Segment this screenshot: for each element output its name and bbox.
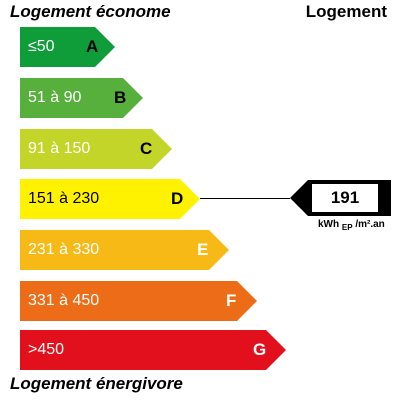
bar-range-label: 151 à 230 (28, 190, 100, 207)
bar-shape (20, 27, 115, 67)
bar-arrow-shape (20, 281, 257, 321)
bar-arrow-shape (20, 27, 115, 67)
bar-arrow-shape (20, 230, 229, 270)
bar-shape (20, 230, 229, 270)
energy-class-bar-f: 331 à 450 F (20, 281, 257, 321)
current-value: 191 (330, 188, 360, 207)
bar-letter: F (226, 291, 237, 310)
bar-letter: A (86, 37, 99, 56)
energy-class-bar-d: 151 à 230 D (20, 179, 200, 219)
bar-range-label: >450 (28, 341, 65, 358)
value-arrow-shape (290, 180, 391, 216)
footer-energy-intensive-label: Logement énergivore (10, 374, 183, 393)
bar-arrow-shape (20, 179, 200, 219)
bar-range-label: 91 à 150 (28, 140, 91, 157)
bar-letter: D (171, 189, 184, 208)
bar-range-label: 51 à 90 (28, 89, 82, 106)
energy-class-bar-b: 51 à 90 B (20, 78, 143, 118)
bar-letter: C (140, 139, 153, 158)
unit-label: kWh EP /m².an (318, 219, 385, 232)
bar-shape (20, 330, 286, 370)
energy-class-bar-c: 91 à 150 C (20, 129, 172, 169)
bar-letter: E (197, 240, 209, 259)
bar-letter: G (253, 340, 267, 359)
bar-range-label: 331 à 450 (28, 292, 100, 309)
header-logement-label: Logement (305, 2, 387, 21)
header-economical-label: Logement économe (10, 2, 171, 21)
bar-shape (20, 179, 200, 219)
pointer-line (200, 198, 290, 199)
unit-subscript: EP (341, 223, 353, 232)
energy-class-bar-g: >450 G (20, 330, 286, 370)
bar-arrow-shape (20, 78, 143, 118)
unit-main: kWh (318, 219, 340, 230)
energy-class-bar-a: ≤50 A (20, 27, 115, 67)
bar-shape (20, 78, 143, 118)
bar-arrow-shape (20, 330, 286, 370)
current-value-indicator: 191 (290, 180, 391, 216)
energy-class-bar-e: 231 à 330 E (20, 230, 229, 270)
bar-arrow-shape (20, 129, 172, 169)
unit-rest: /m².an (355, 219, 385, 230)
bar-shape (20, 129, 172, 169)
bar-range-label: 231 à 330 (28, 241, 100, 258)
bar-shape (20, 281, 257, 321)
bar-range-label: ≤50 (28, 38, 55, 55)
bar-letter: B (114, 88, 127, 107)
